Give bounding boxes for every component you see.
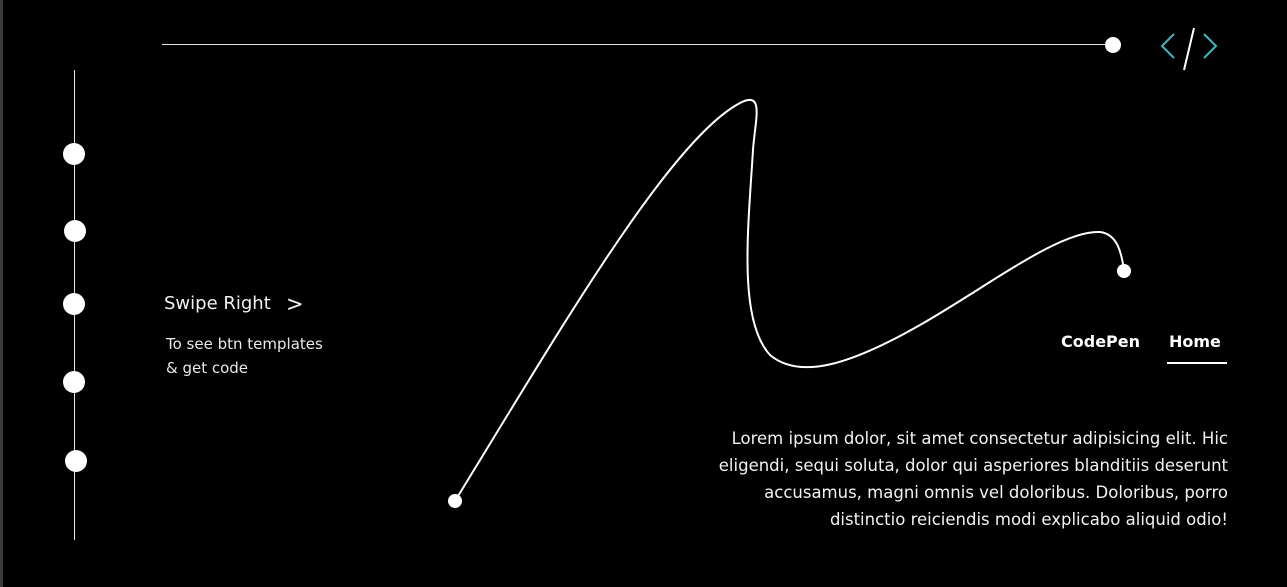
timeline-dot[interactable] — [63, 371, 85, 393]
timeline-dot[interactable] — [63, 143, 85, 165]
window-edge — [0, 0, 3, 587]
nav-link-codepen[interactable]: CodePen — [1061, 332, 1141, 351]
swipe-arrow-icon[interactable]: > — [286, 292, 304, 316]
curve-start-dot — [448, 494, 462, 508]
swipe-subtitle: To see btn templates & get code — [166, 332, 323, 380]
intro-paragraph: Lorem ipsum dolor, sit amet consectetur … — [718, 429, 1228, 529]
nav-link-home[interactable]: Home — [1169, 332, 1221, 351]
swipe-subtitle-line: To see btn templates — [166, 335, 323, 353]
code-brackets-icon[interactable] — [1158, 26, 1224, 74]
curve-end-dot — [1117, 264, 1131, 278]
swipe-subtitle-line: & get code — [166, 359, 249, 377]
timeline-dot[interactable] — [65, 450, 87, 472]
timeline-dot[interactable] — [63, 293, 85, 315]
swipe-title: Swipe Right — [164, 293, 271, 314]
top-progress-dot — [1105, 37, 1121, 53]
timeline-dot[interactable] — [64, 220, 86, 242]
nav-active-underline — [1167, 362, 1227, 364]
top-progress-line — [162, 44, 1113, 45]
